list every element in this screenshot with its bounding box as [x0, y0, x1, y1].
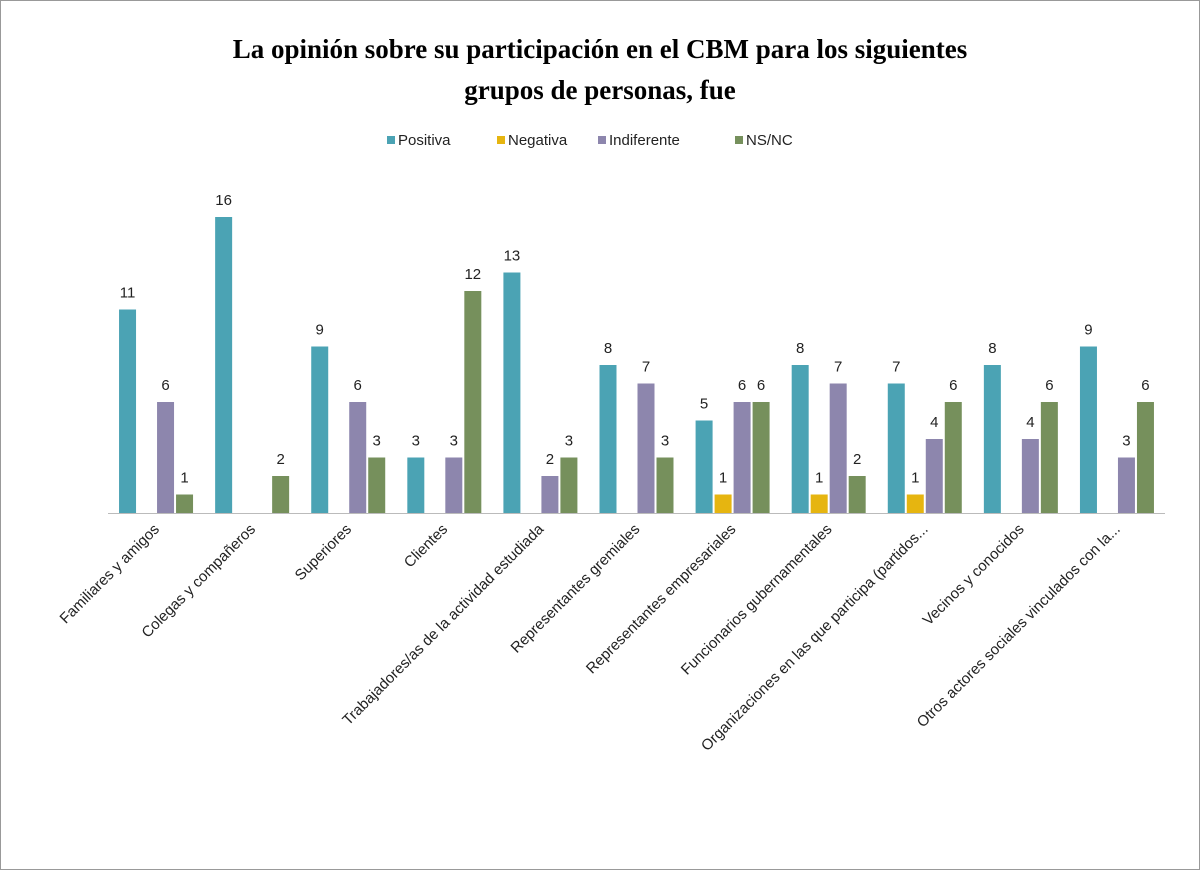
data-label: 6 — [757, 377, 765, 394]
data-label: 1 — [719, 470, 727, 487]
legend-label: Negativa — [508, 132, 568, 149]
legend-swatch — [387, 136, 395, 144]
bar — [925, 439, 943, 513]
bar — [791, 365, 809, 513]
data-label: 8 — [796, 340, 804, 357]
data-label: 7 — [642, 359, 650, 376]
bar — [157, 402, 175, 513]
bar — [656, 457, 674, 513]
data-label: 3 — [412, 433, 420, 450]
data-label: 1 — [815, 470, 823, 487]
data-label: 6 — [354, 377, 362, 394]
legend-label: NS/NC — [746, 132, 793, 149]
data-label: 4 — [1026, 414, 1034, 431]
bar — [272, 476, 290, 513]
data-label: 12 — [464, 266, 481, 283]
bar — [464, 291, 482, 513]
bar — [445, 457, 463, 513]
data-label: 6 — [161, 377, 169, 394]
bar — [176, 494, 194, 513]
bar — [541, 476, 559, 513]
data-label: 3 — [1122, 433, 1130, 450]
bar — [119, 309, 137, 513]
bar — [1117, 457, 1135, 513]
bar — [810, 494, 828, 513]
bar — [887, 383, 905, 513]
data-label: 6 — [949, 377, 957, 394]
data-label: 3 — [450, 433, 458, 450]
data-label: 13 — [504, 248, 521, 265]
bar — [637, 383, 655, 513]
data-label: 11 — [120, 285, 136, 302]
chart-title: La opinión sobre su participación en el … — [233, 34, 968, 64]
data-label: 9 — [1084, 322, 1092, 339]
bar — [848, 476, 866, 513]
data-label: 1 — [911, 470, 919, 487]
legend-label: Indiferente — [609, 132, 680, 149]
data-label: 2 — [276, 451, 284, 468]
bar — [1021, 439, 1039, 513]
legend-swatch — [598, 136, 606, 144]
data-label: 6 — [1141, 377, 1149, 394]
bar — [695, 420, 713, 513]
data-label: 9 — [316, 322, 324, 339]
data-label: 2 — [853, 451, 861, 468]
bar — [368, 457, 386, 513]
legend-swatch — [735, 136, 743, 144]
data-label: 4 — [930, 414, 938, 431]
data-label: 3 — [661, 433, 669, 450]
bar — [407, 457, 425, 513]
data-label: 6 — [1045, 377, 1053, 394]
bar — [714, 494, 732, 513]
bar — [349, 402, 367, 513]
bar — [906, 494, 924, 513]
data-label: 1 — [180, 470, 188, 487]
bar — [829, 383, 847, 513]
bar — [311, 346, 329, 513]
data-label: 7 — [892, 359, 900, 376]
data-label: 3 — [373, 433, 381, 450]
bar — [1040, 402, 1058, 513]
bar — [733, 402, 751, 513]
legend-swatch — [497, 136, 505, 144]
data-label: 16 — [215, 192, 232, 209]
data-label: 7 — [834, 359, 842, 376]
bar — [983, 365, 1001, 513]
chart-title: grupos de personas, fue — [464, 75, 736, 105]
bar — [560, 457, 578, 513]
data-label: 8 — [988, 340, 996, 357]
bar — [1079, 346, 1097, 513]
data-label: 2 — [546, 451, 554, 468]
data-label: 6 — [738, 377, 746, 394]
bar — [944, 402, 962, 513]
data-label: 5 — [700, 396, 708, 413]
bar — [752, 402, 770, 513]
data-label: 3 — [565, 433, 573, 450]
bar — [599, 365, 617, 513]
bar — [215, 217, 233, 513]
legend-label: Positiva — [398, 132, 451, 149]
bar — [503, 272, 521, 513]
bar — [1136, 402, 1154, 513]
data-label: 8 — [604, 340, 612, 357]
